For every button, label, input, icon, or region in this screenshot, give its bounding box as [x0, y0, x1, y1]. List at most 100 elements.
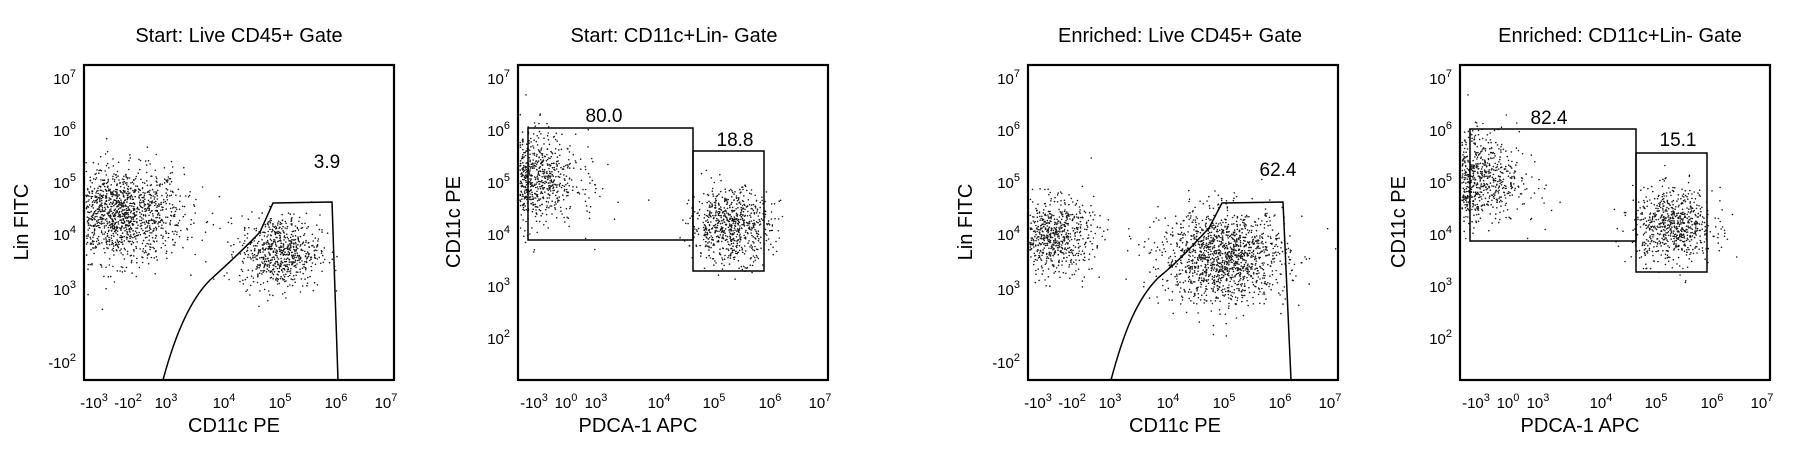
- event-dot: [131, 205, 133, 207]
- event-dot: [717, 222, 720, 224]
- event-dot: [1061, 192, 1063, 195]
- event-dot: [100, 169, 103, 172]
- event-dot: [1255, 262, 1257, 265]
- event-dot: [1202, 202, 1205, 205]
- event-dot: [696, 212, 698, 215]
- event-dot: [294, 241, 297, 244]
- event-dot: [1061, 242, 1064, 244]
- event-dot: [1283, 286, 1286, 288]
- event-dot: [707, 209, 709, 212]
- event-dot: [272, 268, 275, 271]
- event-dot: [549, 172, 552, 175]
- y-tick-label: 104: [487, 224, 510, 244]
- event-dot: [733, 227, 736, 229]
- event-dot: [1232, 243, 1235, 246]
- event-dot: [285, 273, 287, 276]
- event-dot: [716, 241, 718, 243]
- event-dot: [292, 230, 295, 232]
- event-dot: [1252, 283, 1255, 286]
- event-dot: [249, 294, 251, 296]
- event-dot: [114, 208, 117, 210]
- event-dot: [1246, 216, 1248, 218]
- event-dot: [1180, 231, 1183, 234]
- event-dot: [281, 271, 284, 273]
- event-dot: [1234, 254, 1236, 256]
- event-dot: [112, 232, 115, 235]
- event-dot: [1236, 217, 1239, 219]
- event-dot: [1276, 237, 1278, 240]
- event-dot: [1261, 178, 1263, 181]
- event-dot: [95, 177, 98, 179]
- event-dot: [1182, 281, 1185, 284]
- event-dot: [255, 229, 257, 232]
- event-dot: [758, 218, 761, 221]
- event-dot: [126, 201, 128, 203]
- event-dot: [290, 267, 292, 270]
- event-dot: [1200, 277, 1203, 279]
- x-ticks: -103 100 103 104 105 106 107: [520, 392, 831, 412]
- event-dot: [1035, 239, 1037, 242]
- event-dot: [1219, 281, 1221, 284]
- event-dot: [266, 268, 269, 270]
- event-dot: [95, 212, 97, 215]
- event-dot: [301, 285, 304, 287]
- event-dot: [111, 226, 114, 228]
- event-dot: [755, 248, 758, 251]
- event-dot: [1246, 272, 1249, 275]
- event-dot: [1064, 209, 1066, 211]
- event-dot: [102, 215, 105, 217]
- event-dot: [306, 284, 308, 287]
- event-dot: [535, 183, 538, 185]
- event-dot: [575, 161, 577, 164]
- event-dot: [1262, 268, 1265, 271]
- event-dot: [1253, 242, 1255, 244]
- event-dot: [1255, 235, 1258, 237]
- event-dot: [1216, 268, 1218, 271]
- event-dot: [307, 225, 310, 228]
- event-dot: [1183, 288, 1185, 291]
- event-dot: [1290, 269, 1293, 272]
- event-dot: [1298, 304, 1300, 307]
- event-dot: [1156, 296, 1158, 298]
- event-dot: [1040, 217, 1042, 220]
- event-dot: [752, 240, 754, 243]
- event-dot: [283, 267, 286, 270]
- event-dot: [154, 226, 157, 229]
- event-dot: [540, 149, 542, 151]
- event-dot: [727, 198, 729, 201]
- event-dot: [711, 238, 713, 241]
- event-dot: [1192, 281, 1195, 283]
- event-dot: [1261, 233, 1263, 235]
- event-dot: [292, 255, 295, 257]
- event-dot: [1203, 292, 1206, 294]
- event-dot: [1175, 273, 1178, 276]
- event-dot: [1206, 245, 1209, 248]
- event-dot: [334, 269, 337, 272]
- event-dot: [541, 161, 544, 164]
- event-dot: [1045, 228, 1047, 231]
- event-dot: [140, 224, 143, 227]
- event-dot: [1125, 278, 1127, 280]
- event-dot: [295, 248, 298, 251]
- event-dot: [275, 227, 278, 229]
- event-dot: [1286, 242, 1289, 245]
- event-dot: [111, 191, 114, 193]
- event-dot: [1196, 273, 1198, 275]
- event-dot: [138, 266, 141, 269]
- event-dot: [524, 192, 526, 195]
- event-dot: [170, 190, 172, 192]
- event-dot: [723, 207, 726, 209]
- event-dot: [128, 159, 130, 162]
- event-dot: [1222, 271, 1225, 273]
- event-dot: [1260, 251, 1262, 254]
- event-dot: [1233, 264, 1235, 266]
- event-dot: [1263, 272, 1265, 275]
- event-dot: [1235, 317, 1238, 319]
- event-dot: [558, 162, 560, 165]
- event-dot: [1234, 275, 1236, 278]
- event-dot: [272, 250, 275, 252]
- event-dot: [166, 179, 169, 182]
- event-dot: [138, 188, 141, 191]
- event-dot: [1090, 157, 1092, 159]
- event-dot: [102, 194, 105, 196]
